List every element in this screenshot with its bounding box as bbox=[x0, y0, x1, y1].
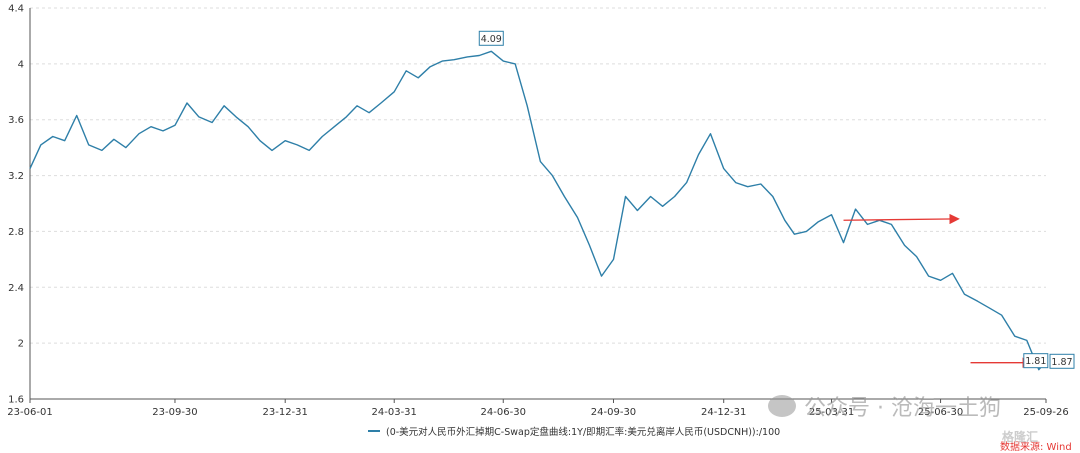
x-tick-label: 25-06-30 bbox=[918, 407, 963, 418]
legend-swatch bbox=[368, 430, 380, 432]
arrow bbox=[843, 213, 960, 225]
y-tick-label: 2.8 bbox=[8, 227, 24, 238]
x-tick-label: 24-12-31 bbox=[701, 407, 746, 418]
y-tick-label: 4.4 bbox=[8, 4, 24, 15]
logo: 格隆汇 bbox=[1002, 428, 1038, 445]
x-axis: 23-06-01 23-09-30 23-12-31 24-03-31 24-06-30… bbox=[7, 398, 1069, 418]
series-group bbox=[29, 50, 1047, 371]
y-tick-label: 3.2 bbox=[8, 171, 24, 182]
annotation-group: 4.09 1.81 1.87 bbox=[478, 30, 1075, 369]
watermark-text: 公众号 · 沧海一土狗 bbox=[804, 396, 1001, 421]
x-tick-label: 24-03-31 bbox=[372, 407, 417, 418]
y-tick-label: 3.6 bbox=[8, 115, 24, 126]
data-label: 4.09 bbox=[481, 34, 502, 45]
x-tick-label: 23-06-01 bbox=[7, 407, 52, 418]
y-tick-label: 2.4 bbox=[8, 283, 24, 294]
series-line bbox=[29, 50, 1047, 371]
x-tick-label: 25-03-31 bbox=[809, 407, 854, 418]
watermark: 公众号 · 沧海一土狗 bbox=[768, 390, 1001, 422]
data-label: 1.81 bbox=[1025, 356, 1046, 367]
source-note: 数据来源: Wind bbox=[1000, 442, 1072, 453]
data-label: 1.87 bbox=[1051, 357, 1072, 368]
x-tick-label: 24-06-30 bbox=[481, 407, 526, 418]
x-tick-label: 23-12-31 bbox=[263, 407, 308, 418]
legend-label: (0-美元对人民币外汇掉期C-Swap定盘曲线:1Y/即期汇率:美元兑离岸人民币… bbox=[386, 427, 781, 438]
wechat-icon bbox=[768, 395, 796, 417]
gridlines bbox=[30, 7, 1046, 344]
chart-legend[interactable]: (0-美元对人民币外汇掉期C-Swap定盘曲线:1Y/即期汇率:美元兑离岸人民币… bbox=[368, 424, 780, 438]
data-label-box bbox=[478, 30, 504, 46]
data-label-box bbox=[1023, 353, 1049, 369]
logo-text: 格隆汇 bbox=[1002, 430, 1039, 444]
y-axis: 1.6 2 2.4 2.8 3.2 3.6 4 4.4 bbox=[8, 4, 31, 406]
y-tick-label: 4 bbox=[18, 59, 24, 70]
x-tick-label: 25-09-26 bbox=[1023, 407, 1068, 418]
line-chart: 1.622.42.83.23.644.4 23-06-01 23-09-30 23-… bbox=[7, 4, 1075, 418]
y-tick-label: 2 bbox=[18, 339, 24, 350]
arrow-group bbox=[843, 213, 1033, 368]
y-tick-label: 1.6 bbox=[8, 395, 24, 406]
x-tick-label: 23-09-30 bbox=[152, 407, 197, 418]
data-label-box bbox=[1049, 353, 1075, 369]
x-tick-label: 24-09-30 bbox=[591, 407, 636, 418]
